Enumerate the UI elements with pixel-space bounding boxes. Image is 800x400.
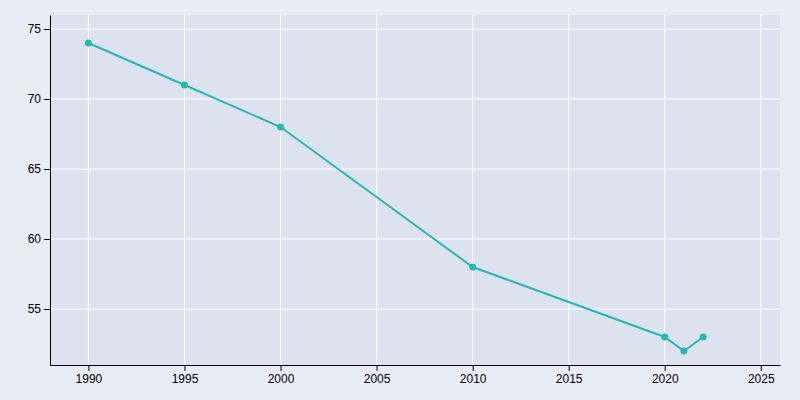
chart: 1990 1995 2000 2005 2010 2015 2020 2025 55 60 65 70… — [0, 0, 800, 400]
x-grid-line — [760, 15, 761, 365]
x-tick-label: 2000 — [268, 372, 295, 386]
x-tick-label: 2005 — [364, 372, 391, 386]
point — [680, 348, 687, 355]
y-tick-label: 55 — [28, 302, 42, 316]
y-tick-mark — [44, 169, 50, 170]
x-tick: 2020 — [652, 365, 679, 386]
x-tick-label: 2015 — [556, 372, 583, 386]
y-grid-line — [50, 309, 780, 310]
x-grid-line — [184, 15, 185, 365]
grid — [50, 15, 780, 365]
x-tick-label: 2020 — [652, 372, 679, 386]
y-axis-line — [50, 16, 51, 366]
y-axis: 55 60 65 70 75 — [28, 16, 51, 366]
y-tick-label: 65 — [28, 162, 42, 176]
x-tick: 2015 — [556, 365, 583, 386]
x-grid-line — [568, 15, 569, 365]
x-axis: 1990 1995 2000 2005 2010 2015 2020 2025 — [51, 365, 781, 386]
y-tick: 65 — [28, 162, 50, 176]
y-tick: 60 — [28, 232, 50, 246]
x-tick-mark — [88, 365, 89, 371]
plot-background — [50, 15, 780, 365]
x-tick-label: 2025 — [748, 372, 775, 386]
x-tick: 2005 — [364, 365, 391, 386]
y-tick-label: 75 — [28, 22, 42, 36]
point — [277, 124, 284, 131]
x-tick-mark — [473, 365, 474, 371]
x-tick-label: 2010 — [460, 372, 487, 386]
point — [661, 334, 668, 341]
x-tick: 1990 — [76, 365, 103, 386]
y-tick: 75 — [28, 22, 50, 36]
x-axis-line — [51, 365, 781, 366]
x-grid-line — [376, 15, 377, 365]
x-tick-mark — [377, 365, 378, 371]
plot: 1990 1995 2000 2005 2010 2015 2020 2025 55 60 65 70… — [28, 15, 781, 386]
line — [88, 43, 703, 351]
x-tick-label: 1995 — [172, 372, 199, 386]
y-grid-line — [50, 239, 780, 240]
point — [181, 82, 188, 89]
y-tick-mark — [44, 29, 50, 30]
x-tick-mark — [281, 365, 282, 371]
point — [700, 334, 707, 341]
x-tick: 1995 — [172, 365, 199, 386]
x-tick-mark — [184, 365, 185, 371]
x-tick-label: 1990 — [76, 372, 103, 386]
x-tick-mark — [761, 365, 762, 371]
y-grid-line — [50, 169, 780, 170]
x-grid-line — [280, 15, 281, 365]
y-tick-label: 60 — [28, 232, 42, 246]
y-tick-mark — [44, 309, 50, 310]
x-grid-line — [664, 15, 665, 365]
point — [85, 40, 92, 47]
y-grid-line — [50, 29, 780, 30]
y-tick-mark — [44, 239, 50, 240]
x-tick: 2000 — [268, 365, 295, 386]
x-tick: 2025 — [748, 365, 775, 386]
y-tick-mark — [44, 99, 50, 100]
y-tick: 55 — [28, 302, 50, 316]
x-grid-line — [88, 15, 89, 365]
x-tick-mark — [665, 365, 666, 371]
y-tick-label: 70 — [28, 92, 42, 106]
series — [85, 40, 707, 355]
y-tick: 70 — [28, 92, 50, 106]
y-grid-line — [50, 99, 780, 100]
x-tick-mark — [569, 365, 570, 371]
point — [469, 264, 476, 271]
x-tick: 2010 — [460, 365, 487, 386]
x-grid-line — [472, 15, 473, 365]
